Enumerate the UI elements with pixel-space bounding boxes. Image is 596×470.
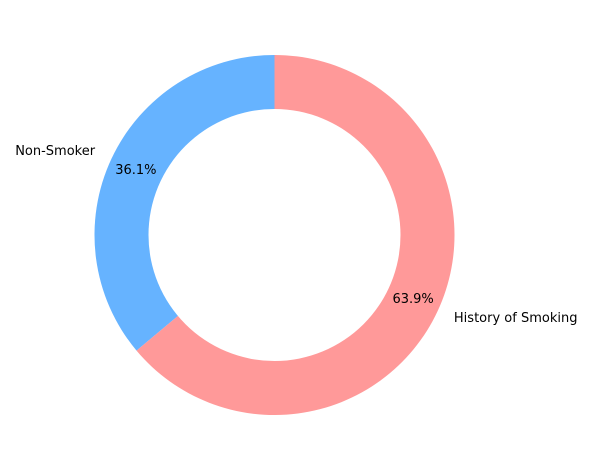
slice-label: History of Smoking [454,311,578,326]
slice-label: Non-Smoker [15,144,96,159]
donut-hole [148,109,401,361]
slice-percent-label: 63.9% [392,292,433,307]
slice-percent-label: 36.1% [115,163,156,178]
labels-group: Non-Smoker 36.1% History of Smoking 63.9% [15,144,577,326]
